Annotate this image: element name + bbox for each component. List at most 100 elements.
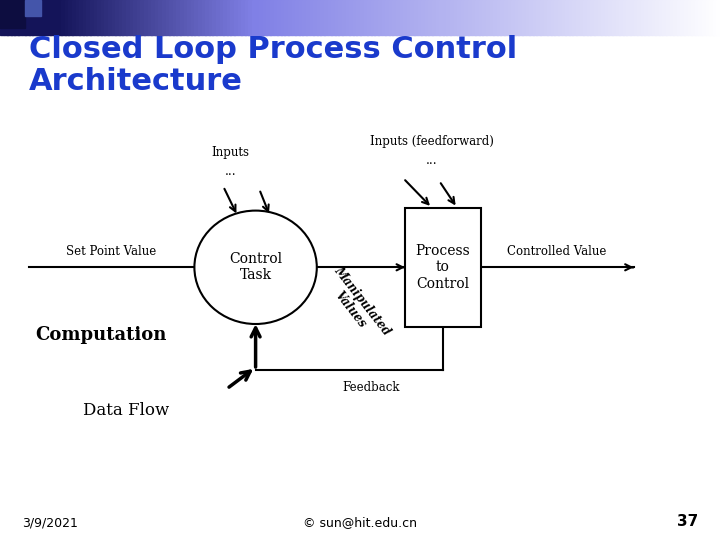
Bar — [558, 0, 562, 35]
Bar — [324, 0, 328, 35]
Bar — [389, 0, 393, 35]
Bar — [486, 0, 490, 35]
Text: Inputs: Inputs — [212, 146, 249, 159]
Bar — [482, 0, 487, 35]
Bar — [115, 0, 120, 35]
Bar — [551, 0, 555, 35]
Bar — [277, 0, 282, 35]
Bar — [572, 0, 577, 35]
Bar — [374, 0, 379, 35]
Bar — [529, 0, 534, 35]
Bar — [382, 0, 386, 35]
Bar — [4, 0, 8, 35]
Bar — [702, 0, 706, 35]
Bar — [580, 0, 584, 35]
Text: ...: ... — [225, 165, 236, 178]
Bar — [594, 0, 598, 35]
Bar — [306, 0, 310, 35]
Bar — [40, 0, 44, 35]
Bar — [54, 0, 58, 35]
Bar — [299, 0, 303, 35]
Bar — [342, 0, 346, 35]
Bar — [335, 0, 339, 35]
Bar — [598, 0, 602, 35]
Bar — [554, 0, 559, 35]
Bar — [670, 0, 674, 35]
Bar — [623, 0, 627, 35]
Bar — [29, 0, 33, 35]
Bar — [112, 0, 116, 35]
Text: Manipulated
Values: Manipulated Values — [320, 264, 393, 347]
Bar — [133, 0, 138, 35]
Bar — [522, 0, 526, 35]
Bar — [338, 0, 343, 35]
Bar — [504, 0, 508, 35]
Text: Controlled Value: Controlled Value — [508, 245, 607, 258]
Text: Set Point Value: Set Point Value — [66, 245, 157, 258]
Bar — [378, 0, 382, 35]
Bar — [583, 0, 588, 35]
Bar — [713, 0, 717, 35]
Bar — [392, 0, 397, 35]
Bar — [540, 0, 544, 35]
Bar — [292, 0, 296, 35]
Bar — [148, 0, 152, 35]
Bar — [176, 0, 181, 35]
Bar — [0, 0, 25, 28]
Text: Data Flow: Data Flow — [83, 402, 169, 419]
Ellipse shape — [194, 211, 317, 324]
Bar — [695, 0, 699, 35]
Bar — [673, 0, 678, 35]
Bar — [65, 0, 69, 35]
Bar — [508, 0, 512, 35]
Bar — [601, 0, 606, 35]
Bar — [659, 0, 663, 35]
Bar — [493, 0, 498, 35]
Bar — [443, 0, 447, 35]
Text: Closed Loop Process Control: Closed Loop Process Control — [29, 35, 517, 64]
Bar — [472, 0, 476, 35]
Bar — [619, 0, 624, 35]
Bar — [364, 0, 368, 35]
Bar — [367, 0, 372, 35]
Bar — [94, 0, 98, 35]
Bar — [119, 0, 123, 35]
Text: Inputs (feedforward): Inputs (feedforward) — [370, 136, 494, 148]
Bar — [457, 0, 462, 35]
Bar — [126, 0, 130, 35]
Bar — [263, 0, 267, 35]
Bar — [536, 0, 541, 35]
Bar — [18, 0, 22, 35]
Bar — [385, 0, 390, 35]
Bar — [130, 0, 134, 35]
Bar — [612, 0, 616, 35]
Bar — [655, 0, 660, 35]
Bar — [432, 0, 436, 35]
Bar — [616, 0, 620, 35]
Bar — [241, 0, 246, 35]
Bar — [544, 0, 548, 35]
Bar — [230, 0, 235, 35]
Bar — [662, 0, 667, 35]
Bar — [198, 0, 202, 35]
Bar — [252, 0, 256, 35]
Bar — [104, 0, 109, 35]
Bar — [97, 0, 102, 35]
Bar — [547, 0, 552, 35]
Bar — [169, 0, 174, 35]
Bar — [634, 0, 638, 35]
Bar — [576, 0, 580, 35]
Bar — [637, 0, 642, 35]
Bar — [533, 0, 537, 35]
Bar — [122, 0, 127, 35]
Bar — [626, 0, 631, 35]
Bar — [490, 0, 494, 35]
Bar — [58, 0, 62, 35]
Bar — [479, 0, 483, 35]
Bar — [11, 0, 15, 35]
Bar — [223, 0, 228, 35]
Bar — [248, 0, 253, 35]
Bar — [450, 0, 454, 35]
Bar — [0, 0, 4, 35]
Bar — [216, 0, 220, 35]
